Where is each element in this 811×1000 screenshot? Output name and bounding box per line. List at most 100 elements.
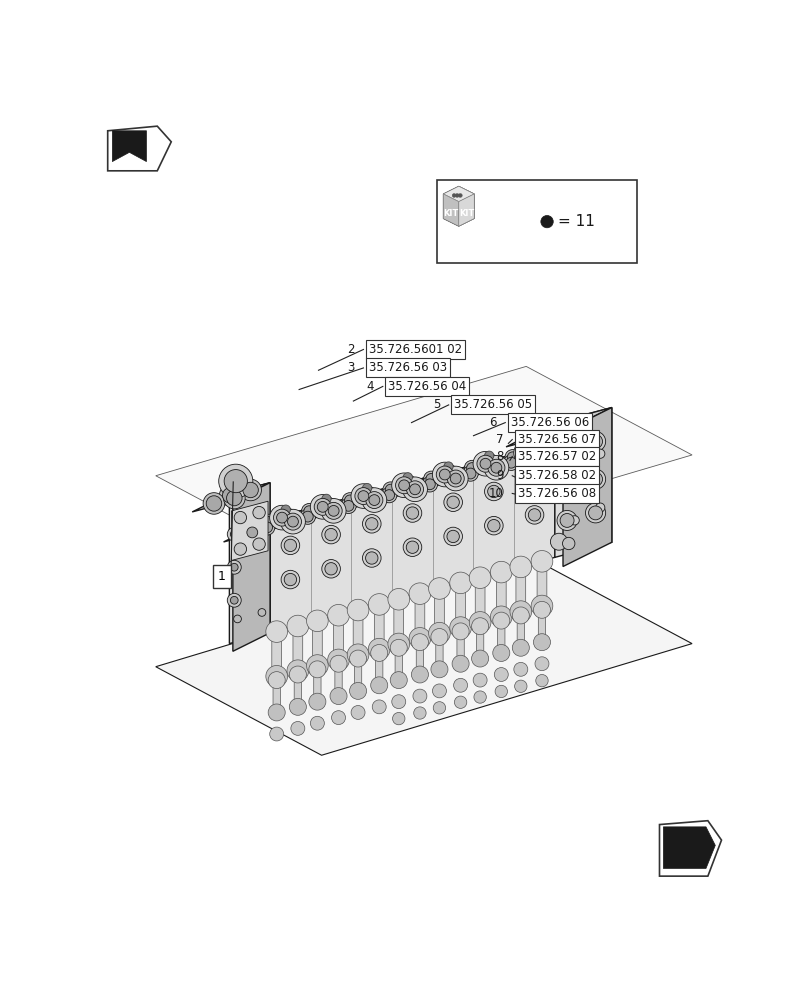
Circle shape: [406, 507, 418, 519]
Circle shape: [530, 595, 552, 617]
Circle shape: [395, 477, 412, 494]
Polygon shape: [443, 186, 474, 202]
Circle shape: [487, 457, 497, 468]
Circle shape: [588, 435, 602, 448]
Circle shape: [444, 466, 459, 481]
Circle shape: [222, 488, 238, 503]
Circle shape: [492, 644, 509, 661]
Circle shape: [411, 634, 428, 651]
Circle shape: [471, 650, 488, 667]
Polygon shape: [416, 641, 423, 675]
Circle shape: [452, 655, 469, 672]
Circle shape: [287, 516, 298, 527]
Circle shape: [390, 672, 407, 689]
Circle shape: [560, 442, 573, 456]
Circle shape: [321, 499, 345, 523]
Circle shape: [525, 506, 543, 524]
Circle shape: [383, 482, 398, 497]
Circle shape: [436, 466, 453, 483]
Circle shape: [588, 472, 602, 486]
Circle shape: [533, 601, 550, 618]
Circle shape: [431, 629, 448, 645]
Polygon shape: [436, 636, 443, 670]
Text: 10: 10: [488, 487, 503, 500]
Circle shape: [227, 560, 241, 574]
Circle shape: [342, 500, 354, 511]
Circle shape: [413, 707, 426, 719]
Circle shape: [371, 644, 388, 661]
Circle shape: [252, 538, 265, 550]
Circle shape: [362, 483, 371, 493]
Circle shape: [324, 500, 335, 511]
Circle shape: [366, 492, 383, 509]
Circle shape: [391, 473, 416, 498]
Circle shape: [473, 451, 497, 476]
Circle shape: [431, 661, 448, 678]
Circle shape: [268, 672, 285, 689]
Circle shape: [321, 560, 340, 578]
Circle shape: [303, 506, 315, 517]
Circle shape: [428, 578, 450, 599]
Text: 35.726.56 04: 35.726.56 04: [388, 380, 466, 393]
Circle shape: [398, 480, 409, 491]
Circle shape: [259, 520, 274, 535]
Polygon shape: [663, 827, 714, 868]
Circle shape: [444, 474, 455, 484]
Circle shape: [362, 549, 380, 567]
Circle shape: [365, 518, 377, 530]
Circle shape: [234, 510, 241, 518]
Polygon shape: [354, 658, 361, 692]
Text: 1: 1: [217, 570, 225, 583]
Circle shape: [368, 594, 389, 615]
Circle shape: [449, 572, 471, 594]
Circle shape: [452, 623, 469, 640]
Circle shape: [560, 480, 573, 494]
Circle shape: [281, 536, 299, 555]
Text: 5: 5: [432, 398, 440, 411]
Circle shape: [269, 505, 294, 530]
Circle shape: [242, 482, 258, 498]
Circle shape: [284, 573, 296, 586]
Circle shape: [283, 511, 294, 522]
Circle shape: [413, 689, 427, 703]
Circle shape: [300, 509, 315, 524]
Circle shape: [556, 510, 577, 530]
Polygon shape: [293, 625, 303, 672]
Circle shape: [507, 452, 517, 463]
Polygon shape: [272, 630, 281, 678]
Circle shape: [238, 525, 254, 540]
Circle shape: [218, 464, 252, 498]
Polygon shape: [393, 598, 403, 645]
Circle shape: [306, 610, 328, 632]
Circle shape: [513, 441, 538, 465]
Circle shape: [328, 505, 339, 516]
Circle shape: [341, 498, 356, 514]
Circle shape: [279, 514, 295, 530]
Circle shape: [247, 527, 257, 538]
Polygon shape: [496, 571, 505, 618]
Circle shape: [281, 505, 290, 514]
Circle shape: [381, 487, 397, 503]
Circle shape: [483, 455, 508, 480]
Text: 7: 7: [496, 433, 503, 446]
Polygon shape: [659, 821, 721, 876]
Circle shape: [449, 617, 471, 638]
Polygon shape: [515, 566, 525, 613]
Circle shape: [310, 716, 324, 730]
Circle shape: [265, 665, 287, 687]
Circle shape: [505, 457, 516, 468]
Circle shape: [550, 533, 567, 550]
Circle shape: [239, 479, 261, 501]
Circle shape: [428, 622, 450, 644]
Circle shape: [329, 688, 346, 705]
Circle shape: [453, 678, 467, 692]
Circle shape: [362, 515, 380, 533]
Text: 35.726.5601 02: 35.726.5601 02: [368, 343, 461, 356]
Polygon shape: [353, 609, 363, 656]
Circle shape: [533, 634, 550, 651]
Text: 8: 8: [496, 450, 503, 463]
Circle shape: [243, 524, 260, 541]
Circle shape: [585, 431, 605, 451]
Circle shape: [503, 455, 518, 470]
Circle shape: [509, 601, 531, 622]
